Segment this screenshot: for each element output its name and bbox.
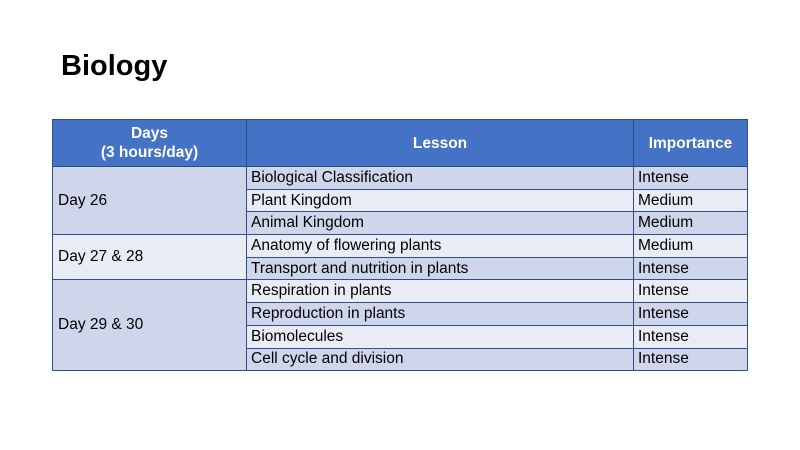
importance-cell: Intense [633,256,748,281]
study-schedule-table: Days (3 hours/day) Lesson Importance Day… [52,119,748,372]
importance-cell: Intense [633,302,748,326]
table-row: Biomolecules Intense [53,324,748,349]
page-title: Biology [61,50,168,82]
table-header-row: Days (3 hours/day) Lesson Importance [52,119,748,167]
lesson-cell: Reproduction in plants [246,302,634,326]
importance-cell: Intense [633,324,748,349]
day-cell: Day 29 & 30 [52,279,247,372]
table-row: Transport and nutrition in plants Intens… [53,256,748,281]
table-row: Animal Kingdom Medium [53,211,748,236]
importance-cell: Intense [633,347,748,372]
header-days-note: (3 hours/day) [100,144,199,161]
lesson-cell: Biological Classification [246,166,634,190]
lesson-cell: Animal Kingdom [246,211,634,236]
table-row: Day 29 & 30 Respiration in plants Intens… [52,279,748,372]
header-importance: Importance [633,119,748,167]
importance-cell: Medium [633,188,748,213]
lesson-cell: Plant Kingdom [246,188,634,213]
importance-cell: Intense [633,279,748,304]
header-lesson: Lesson [246,119,634,167]
importance-cell: Intense [633,166,748,190]
day-cell: Day 27 & 28 [52,234,247,281]
importance-cell: Medium [633,211,748,236]
table-row: Day 27 & 28 Anatomy of flowering plants … [52,234,748,281]
lesson-cell: Biomolecules [246,324,634,349]
table-row: Plant Kingdom Medium [53,188,748,213]
header-days-label: Days [130,125,169,142]
importance-cell: Medium [633,234,748,258]
lesson-cell: Transport and nutrition in plants [246,256,634,281]
header-days: Days (3 hours/day) [52,119,247,167]
lesson-cell: Cell cycle and division [246,347,634,372]
table-row: Day 26 Biological Classification Intense [52,165,748,236]
table-row: Cell cycle and division Intense [53,347,748,372]
day-cell: Day 26 [52,165,247,236]
lesson-cell: Respiration in plants [246,279,634,304]
lesson-cell: Anatomy of flowering plants [246,234,634,258]
